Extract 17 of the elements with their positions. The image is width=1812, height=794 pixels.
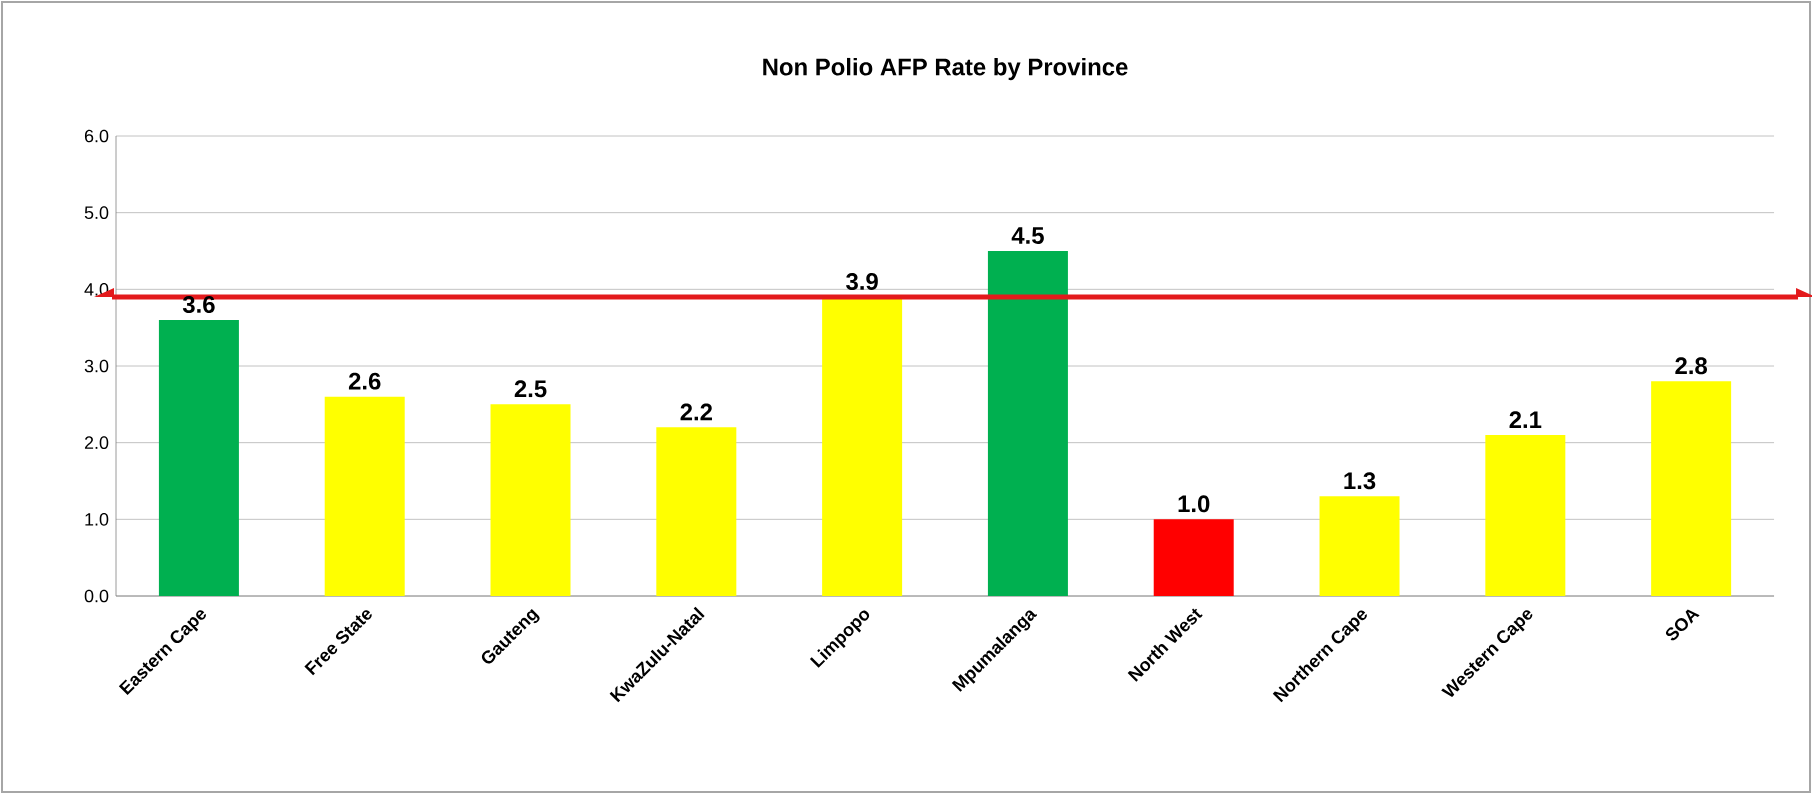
chart-title: Non Polio AFP Rate by Province	[763, 57, 1128, 81]
y-tick-label: 0.0	[84, 589, 109, 603]
data-label: 4.5	[1011, 227, 1044, 244]
y-tick-label: 3.0	[84, 359, 109, 373]
data-label: 2.1	[1509, 411, 1542, 428]
data-label: 2.2	[680, 403, 712, 421]
data-label: 2.5	[514, 380, 547, 398]
data-label: 1.3	[1344, 472, 1376, 490]
data-label: 2.8	[1675, 357, 1708, 375]
data-label: 3.9	[846, 273, 878, 290]
y-tick-label: 6.0	[84, 129, 109, 143]
data-label: 1.0	[1178, 495, 1210, 513]
data-label: 3.6	[182, 296, 215, 313]
y-tick-label: 2.0	[84, 436, 109, 450]
data-label: 2.6	[348, 372, 381, 390]
y-tick-label: 1.0	[85, 512, 109, 526]
y-tick-label: 5.0	[84, 206, 109, 220]
